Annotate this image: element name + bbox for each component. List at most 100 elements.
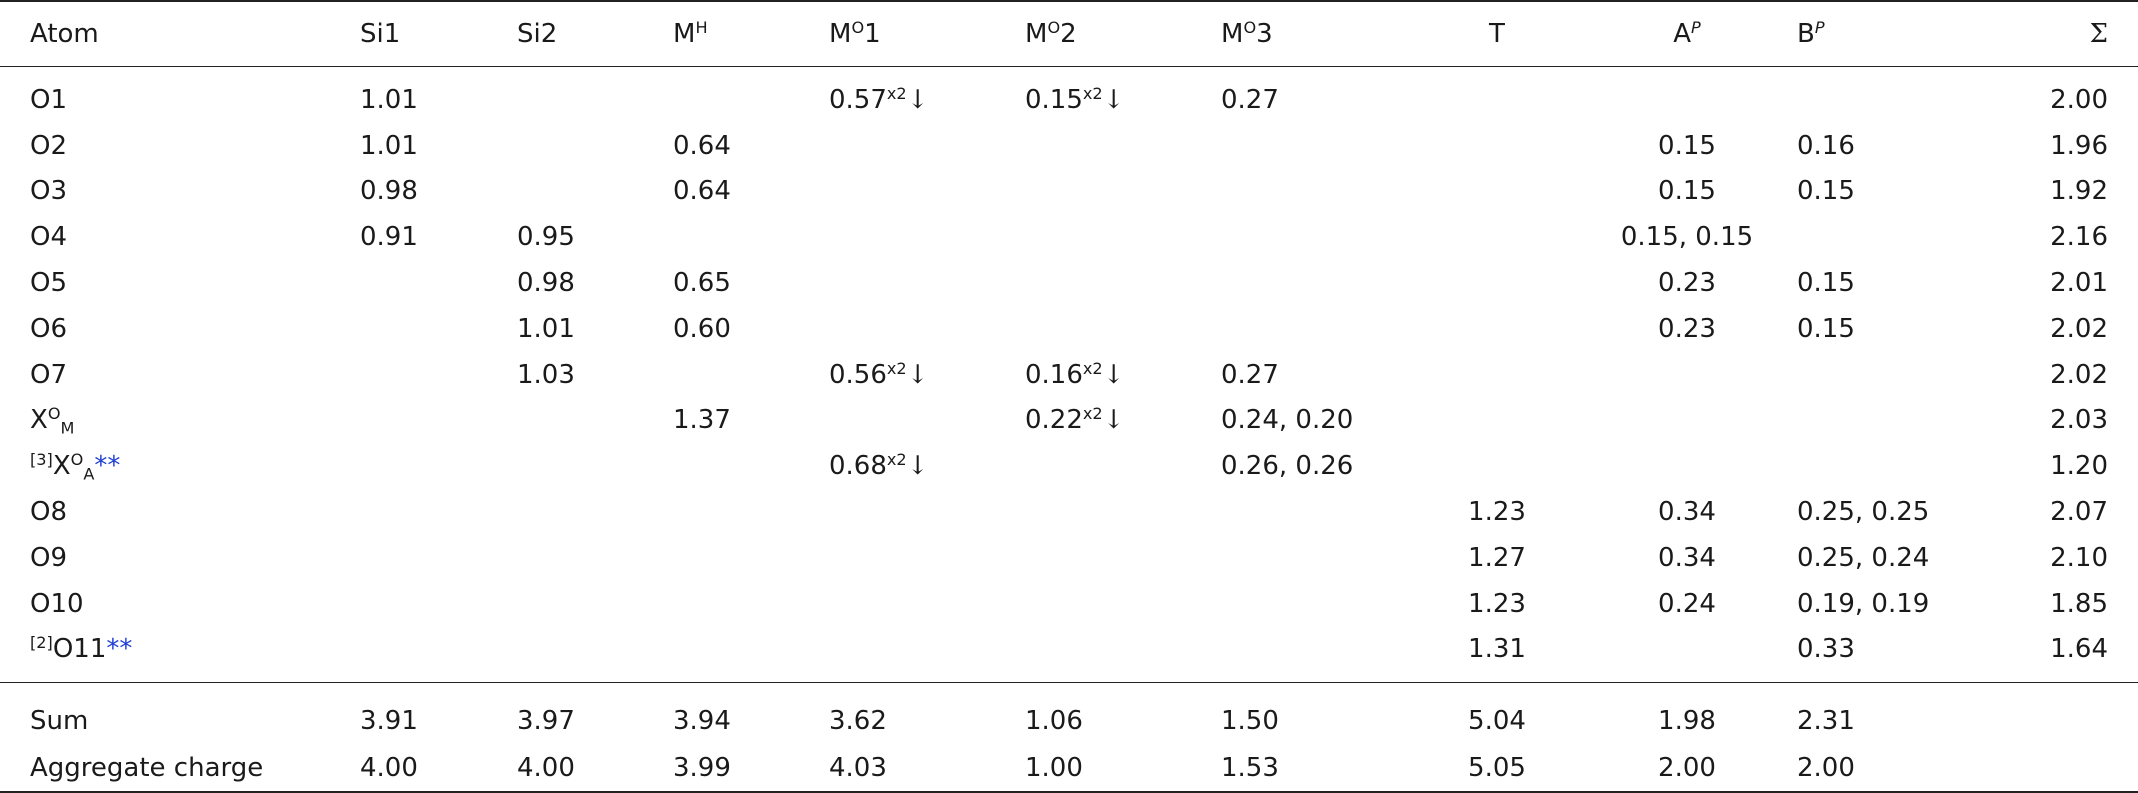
cell-ap: 0.23 <box>1658 313 1716 344</box>
cell-t <box>1387 169 1577 215</box>
cell-si2: 1.01 <box>517 313 575 344</box>
cell-mh: 0.64 <box>673 130 731 161</box>
cell-bp: 0.15 <box>1797 268 1855 299</box>
cell-mo3: 1.53 <box>1191 745 1387 793</box>
aggregate-charge-row: Aggregate charge 4.00 4.00 3.99 4.03 1.0… <box>0 745 2138 793</box>
atom-label: O4 <box>30 222 68 253</box>
cell-mh <box>643 214 799 260</box>
cell-si1 <box>330 352 487 398</box>
cell-t: 1.23 <box>1468 588 1526 619</box>
cell-sum <box>1987 682 2138 746</box>
cell-bp: 0.15 <box>1797 313 1855 344</box>
table-row: XOM 1.37 0.22x2↓ 0.24, 0.20 2.03 <box>0 398 2138 444</box>
cell-ap: 0.23 <box>1658 268 1716 299</box>
header-mh: MH <box>643 0 799 67</box>
cell-si2 <box>487 535 643 581</box>
cell-bp: 0.19, 0.19 <box>1797 588 1930 619</box>
down-arrow-icon: ↓ <box>906 84 929 115</box>
cell-si2 <box>487 443 643 489</box>
cell-ap <box>1577 443 1767 489</box>
down-arrow-icon: ↓ <box>1102 359 1125 390</box>
table-row: O4 0.91 0.95 0.15, 0.15 2.16 <box>0 214 2138 260</box>
cell-si1 <box>330 443 487 489</box>
cell-mo3 <box>1191 535 1387 581</box>
cell-mo2: 1.06 <box>995 682 1191 746</box>
header-atom: Atom <box>0 0 330 67</box>
cell-mo1 <box>799 535 995 581</box>
cell-t: 1.31 <box>1468 634 1526 665</box>
cell-mo1 <box>799 214 995 260</box>
cell-si2: 0.95 <box>517 222 575 253</box>
cell-si1: 1.01 <box>360 84 418 115</box>
cell-sum <box>1987 745 2138 793</box>
cell-sum: 1.92 <box>2050 176 2108 207</box>
down-arrow-icon: ↓ <box>1102 405 1125 436</box>
cell-mo2 <box>995 306 1191 352</box>
cell-t: 1.27 <box>1468 542 1526 573</box>
atom-label: O2 <box>30 130 68 161</box>
cell-bp <box>1767 214 1987 260</box>
cell-mo3: 0.26, 0.26 <box>1221 451 1354 482</box>
cell-mo2 <box>995 260 1191 306</box>
header-mo2: MO2 <box>995 0 1191 67</box>
cell-si2 <box>487 581 643 627</box>
cell-si2 <box>487 489 643 535</box>
cell-si1 <box>330 535 487 581</box>
atom-label: O8 <box>30 497 68 528</box>
cell-mh <box>643 443 799 489</box>
cell-mo3 <box>1191 260 1387 306</box>
cell-mh <box>643 535 799 581</box>
atom-label: [2]O11** <box>30 633 133 665</box>
cell-si1: 4.00 <box>330 745 487 793</box>
cell-si1 <box>330 489 487 535</box>
cell-bp: 2.00 <box>1767 745 1987 793</box>
header-mo1: MO1 <box>799 0 995 67</box>
cell-ap: 1.98 <box>1577 682 1767 746</box>
cell-mo1 <box>799 306 995 352</box>
table-row: O8 1.23 0.34 0.25, 0.25 2.07 <box>0 489 2138 535</box>
cell-mo1: 0.56x2↓ <box>829 358 929 390</box>
footnote-asterisks: ** <box>94 451 121 482</box>
cell-ap <box>1577 627 1767 683</box>
cell-bp <box>1767 443 1987 489</box>
cell-mo2: 0.15x2↓ <box>1025 84 1125 115</box>
cell-mo3 <box>1191 214 1387 260</box>
cell-bp: 0.33 <box>1797 634 1855 665</box>
cell-bp: 0.15 <box>1797 176 1855 207</box>
atom-label: O7 <box>30 359 68 390</box>
footnote-asterisks: ** <box>106 634 133 665</box>
cell-sum: 1.64 <box>2050 634 2108 665</box>
cell-mo1: 0.68x2↓ <box>829 450 929 482</box>
cell-mh: 0.65 <box>673 268 731 299</box>
atom-label: O10 <box>30 588 84 619</box>
cell-si1 <box>330 260 487 306</box>
cell-mo2 <box>995 169 1191 215</box>
cell-t <box>1387 398 1577 444</box>
table-row: [2]O11** 1.31 0.33 1.64 <box>0 627 2138 683</box>
cell-t <box>1387 123 1577 169</box>
cell-t: 5.04 <box>1387 682 1577 746</box>
cell-mo2 <box>995 535 1191 581</box>
cell-mh: 3.94 <box>643 682 799 746</box>
cell-t <box>1387 214 1577 260</box>
down-arrow-icon: ↓ <box>906 359 929 390</box>
sum-row: Sum 3.91 3.97 3.94 3.62 1.06 1.50 5.04 1… <box>0 682 2138 746</box>
cell-sum: 2.01 <box>2050 268 2108 299</box>
cell-mo3 <box>1191 489 1387 535</box>
cell-t <box>1387 260 1577 306</box>
cell-ap: 0.15 <box>1658 130 1716 161</box>
cell-si1: 3.91 <box>330 682 487 746</box>
cell-bp: 2.31 <box>1767 682 1987 746</box>
cell-mh: 0.60 <box>673 313 731 344</box>
cell-mo2 <box>995 489 1191 535</box>
cell-bp: 0.16 <box>1797 130 1855 161</box>
cell-t <box>1387 443 1577 489</box>
cell-si2: 3.97 <box>487 682 643 746</box>
cell-sum: 2.10 <box>2050 542 2108 573</box>
table-row: O6 1.01 0.60 0.23 0.15 2.02 <box>0 306 2138 352</box>
cell-bp <box>1767 352 1987 398</box>
table-row: O9 1.27 0.34 0.25, 0.24 2.10 <box>0 535 2138 581</box>
cell-mo3: 1.50 <box>1191 682 1387 746</box>
header-bp: BP <box>1767 0 1987 67</box>
